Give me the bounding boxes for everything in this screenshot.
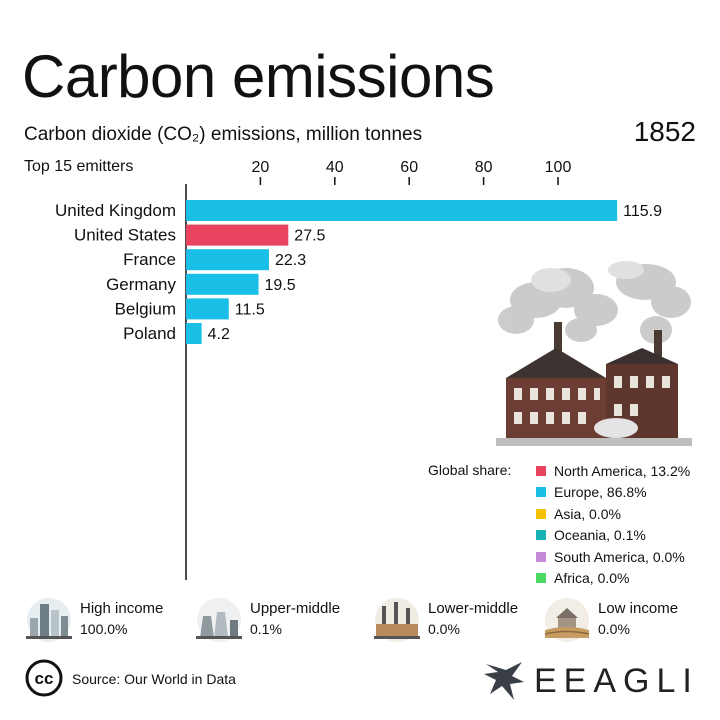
category-label: France (123, 250, 176, 269)
power-plant-icon (196, 598, 242, 642)
legend-swatch (536, 508, 546, 519)
factory-icon (374, 598, 420, 642)
value-label: 11.5 (235, 301, 265, 318)
x-tick-label: 60 (400, 159, 418, 176)
bar (186, 224, 289, 246)
legend-label: South America, 0.0% (554, 548, 685, 565)
city-skyline-icon (26, 598, 72, 642)
legend-swatch (536, 465, 546, 476)
income-low: Low income 0.0% (542, 596, 702, 642)
bar (186, 200, 618, 221)
income-value: 0.1% (250, 621, 282, 637)
value-label: 22.3 (275, 252, 306, 269)
category-label: Poland (123, 324, 176, 343)
legend-item: North America, 13.2% (536, 460, 690, 482)
page-title: Carbon emissions (22, 43, 495, 110)
income-value: 0.0% (428, 621, 460, 637)
legend-item: Africa, 0.0% (536, 568, 690, 590)
value-label: 115.9 (623, 203, 662, 220)
farm-icon (544, 598, 590, 642)
bar (186, 273, 259, 295)
income-value: 0.0% (598, 621, 630, 637)
bar-chart: 20 40 60 80 100 United Kingdom 115.9 United St… (55, 159, 662, 580)
income-name: Low income (598, 600, 679, 617)
legend-swatch (536, 487, 546, 498)
cc-text: cc (35, 669, 54, 688)
x-tick-label: 100 (545, 159, 572, 176)
x-tick-label: 80 (475, 159, 493, 176)
x-axis-ticks: 20 40 60 80 100 (252, 159, 572, 185)
legend-item: South America, 0.0% (536, 546, 690, 568)
income-upper-middle: Upper-middle 0.1% (194, 596, 354, 642)
source-label: Source: Our World in Data (72, 671, 236, 687)
legend-item: Oceania, 0.1% (536, 525, 690, 547)
legend-item: Europe, 86.8% (536, 482, 690, 504)
legend-item: Asia, 0.0% (536, 503, 690, 525)
category-label: United Kingdom (55, 201, 176, 220)
chart-subtitle: Carbon dioxide (CO₂) emissions, million … (24, 124, 423, 145)
category-label: Belgium (115, 299, 176, 318)
brand-name: EEAGLI (534, 662, 699, 700)
legend-swatch (536, 573, 546, 584)
legend-label: Europe, 86.8% (554, 484, 647, 501)
global-share-label: Global share: (428, 462, 512, 478)
value-label: 4.2 (208, 326, 230, 343)
x-tick-label: 20 (252, 159, 270, 176)
value-label: 19.5 (265, 277, 296, 294)
income-name: Upper-middle (250, 600, 341, 617)
year-label: 1852 (633, 116, 696, 147)
income-name: High income (80, 600, 164, 617)
category-label: Germany (106, 275, 176, 294)
legend-label: Africa, 0.0% (554, 570, 630, 587)
income-value: 100.0% (80, 621, 128, 637)
bar (186, 249, 269, 271)
bar (186, 298, 229, 320)
bar (186, 323, 202, 344)
x-tick-label: 40 (326, 159, 344, 176)
factory-illustration (496, 261, 692, 446)
legend-label: Asia, 0.0% (554, 505, 621, 522)
income-name: Lower-middle (428, 600, 519, 617)
legend-swatch (536, 551, 546, 562)
eagle-logo-icon (484, 662, 524, 700)
bars: United Kingdom 115.9 United States 27.5 Fran… (55, 200, 662, 344)
income-high: High income 100.0% (24, 596, 184, 642)
creative-commons-icon: cc (25, 659, 63, 697)
legend-swatch (536, 530, 546, 541)
category-label: United States (74, 226, 176, 245)
value-label: 27.5 (294, 228, 325, 245)
income-lower-middle: Lower-middle 0.0% (372, 596, 532, 642)
legend-label: North America, 13.2% (554, 462, 691, 479)
global-share-legend: North America, 13.2% Europe, 86.8% Asia,… (536, 460, 690, 589)
top-emitters-label: Top 15 emitters (24, 158, 134, 175)
legend-label: Oceania, 0.1% (554, 527, 646, 544)
